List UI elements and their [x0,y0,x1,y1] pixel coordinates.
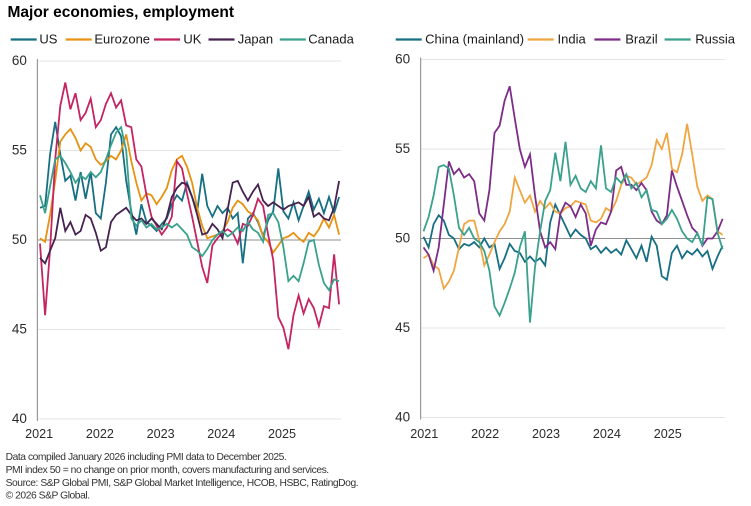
svg-text:2023: 2023 [147,427,175,441]
svg-text:UK: UK [183,31,201,46]
svg-text:55: 55 [12,143,27,158]
svg-text:45: 45 [12,322,27,337]
svg-text:40: 40 [395,410,410,425]
svg-text:60: 60 [12,53,27,68]
svg-text:2021: 2021 [25,427,53,441]
svg-text:2024: 2024 [207,427,235,441]
svg-text:2022: 2022 [86,427,114,441]
svg-text:2024: 2024 [593,427,621,441]
svg-text:Source: S&P Global PMI, S&P Gl: Source: S&P Global PMI, S&P Global Marke… [6,478,359,489]
svg-text:45: 45 [395,320,410,335]
svg-text:2022: 2022 [471,427,499,441]
svg-text:India: India [558,31,587,46]
svg-text:Major economies, employment: Major economies, employment [8,4,235,21]
svg-text:55: 55 [395,141,410,156]
svg-text:Canada: Canada [308,31,354,46]
svg-text:2021: 2021 [410,427,438,441]
svg-text:2025: 2025 [268,427,296,441]
svg-text:2023: 2023 [532,427,560,441]
svg-text:© 2026 S&P Global.: © 2026 S&P Global. [6,491,90,502]
svg-text:China (mainland): China (mainland) [425,31,524,46]
svg-text:50: 50 [395,231,410,246]
svg-text:US: US [39,31,57,46]
svg-text:PMI index 50 = no change on pr: PMI index 50 = no change on prior month,… [6,465,329,476]
svg-text:2025: 2025 [654,427,682,441]
svg-text:60: 60 [395,52,410,67]
svg-text:Data compiled January 2026 inc: Data compiled January 2026 including PMI… [6,452,287,463]
svg-text:Russia: Russia [695,31,736,46]
svg-text:50: 50 [12,232,27,247]
svg-text:40: 40 [12,411,27,426]
svg-text:Eurozone: Eurozone [94,31,150,46]
svg-text:Japan: Japan [238,31,273,46]
svg-text:Brazil: Brazil [625,31,658,46]
